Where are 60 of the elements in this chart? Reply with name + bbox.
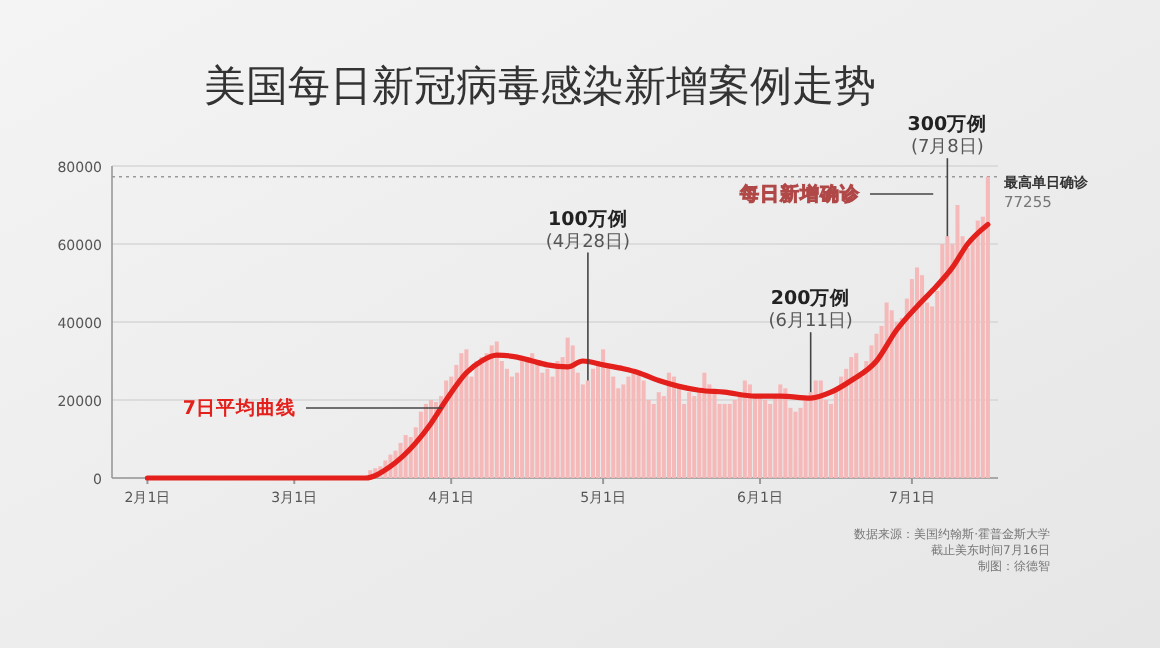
text: 每日新增确诊 xyxy=(738,182,862,206)
bar xyxy=(985,176,990,478)
bar xyxy=(570,345,575,478)
bar xyxy=(590,368,595,478)
bar xyxy=(641,380,646,478)
bar xyxy=(666,372,671,478)
bar xyxy=(464,349,469,478)
annotation: 200万例 (6月11日) xyxy=(768,286,853,333)
bar xyxy=(509,376,514,478)
annotation: 300万例 (7月8日) xyxy=(907,112,988,159)
bar xyxy=(945,236,950,478)
bar xyxy=(839,376,844,478)
bar xyxy=(484,353,489,478)
bar xyxy=(813,380,818,478)
bar xyxy=(778,384,783,478)
bar xyxy=(763,400,768,478)
bar xyxy=(621,384,626,478)
bar xyxy=(535,361,540,478)
bar xyxy=(818,380,823,478)
bar xyxy=(687,392,692,478)
bar xyxy=(565,337,570,478)
bar xyxy=(702,372,707,478)
bar xyxy=(854,353,859,478)
bar xyxy=(727,403,732,478)
bar xyxy=(768,403,773,478)
bar xyxy=(671,376,676,478)
bar xyxy=(803,396,808,478)
bar xyxy=(722,403,727,478)
bar xyxy=(656,392,661,478)
bar xyxy=(459,353,464,478)
bar xyxy=(677,384,682,478)
bar xyxy=(889,310,894,478)
bar xyxy=(494,341,499,478)
bar xyxy=(783,388,788,478)
bar xyxy=(489,345,494,478)
bar xyxy=(540,372,545,478)
bar xyxy=(874,333,879,478)
bar xyxy=(884,302,889,478)
chart-title: 美国每日新冠病毒感染新增案例走势 xyxy=(204,62,876,110)
bar xyxy=(758,396,763,478)
bar xyxy=(525,357,530,478)
bar xyxy=(747,384,752,478)
bar xyxy=(742,380,747,478)
bar xyxy=(914,267,920,478)
bar xyxy=(920,275,925,478)
bar xyxy=(940,244,945,478)
bar xyxy=(545,368,550,478)
bar xyxy=(611,376,616,478)
text: 7日平均曲线 xyxy=(182,396,296,420)
bar xyxy=(520,361,525,478)
bar xyxy=(732,400,737,478)
bar xyxy=(975,220,980,478)
bar xyxy=(849,357,854,478)
bar xyxy=(530,353,535,478)
bar xyxy=(601,349,606,478)
bar xyxy=(504,368,509,478)
bar xyxy=(692,396,697,478)
annotation: 100万例 (4月28日) xyxy=(545,206,631,253)
bar xyxy=(626,376,631,478)
bar xyxy=(479,357,484,478)
